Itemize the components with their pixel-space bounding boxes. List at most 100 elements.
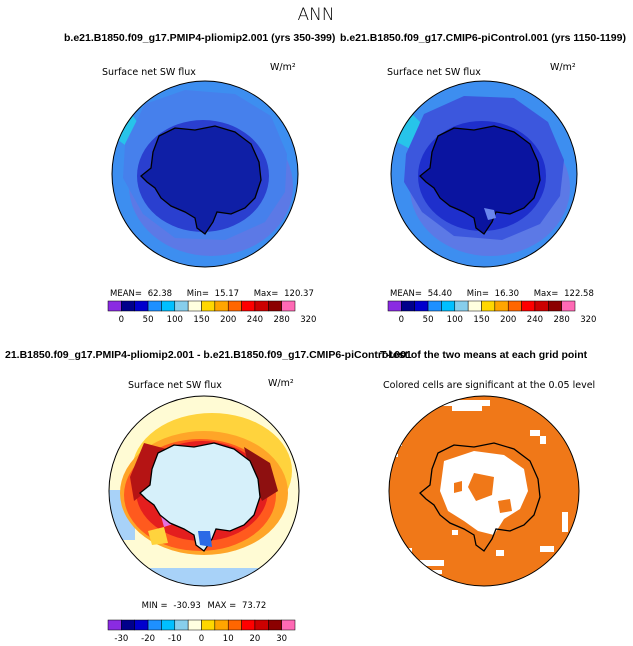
panel-4-map-border bbox=[388, 395, 580, 587]
colorbar-swatch bbox=[507, 300, 522, 312]
panel-2-max-value: 122.58 bbox=[564, 289, 594, 299]
panel-3-map bbox=[109, 396, 299, 586]
panel-1-stats: MEAN= 62.38 Min= 15.17 Max= 120.37 bbox=[110, 289, 314, 299]
colorbar-swatch bbox=[121, 300, 135, 312]
colorbar-swatch bbox=[201, 300, 216, 312]
panel-3-field-label: Surface net SW flux bbox=[128, 380, 222, 391]
colorbar-swatch bbox=[268, 300, 282, 312]
panel-2-case-title: b.e21.B1850.f09_g17.CMIP6-piControl.001 … bbox=[340, 32, 626, 44]
panel-4: T-test of the two means at each grid poi… bbox=[380, 349, 595, 587]
colorbar-swatch bbox=[147, 300, 162, 312]
panel-2-map bbox=[391, 81, 577, 267]
colorbar-swatch bbox=[241, 300, 256, 312]
panel-1-max-value: 120.37 bbox=[284, 289, 314, 299]
panel-4-case-title: T-test of the two means at each grid poi… bbox=[380, 349, 588, 361]
colorbar-swatch bbox=[401, 300, 415, 312]
colorbar-swatch bbox=[174, 300, 189, 312]
colorbar-swatch bbox=[107, 619, 122, 631]
colorbar-swatch bbox=[147, 619, 162, 631]
figure-title: ANN bbox=[297, 5, 334, 25]
panel-2-mean-value: 54.40 bbox=[428, 289, 452, 299]
colorbar-tick-label: 320 bbox=[580, 315, 596, 325]
colorbar-swatch bbox=[187, 300, 202, 312]
colorbar-swatch bbox=[494, 300, 509, 312]
colorbar-swatch bbox=[214, 300, 229, 312]
colorbar-swatch bbox=[201, 619, 216, 631]
colorbar-tick-label: 100 bbox=[167, 315, 183, 325]
colorbar-swatch bbox=[387, 300, 402, 312]
panel-1: b.e21.B1850.f09_g17.PMIP4-pliomip2.001 (… bbox=[64, 32, 335, 325]
colorbar-swatch bbox=[174, 619, 189, 631]
colorbar-tick-label: 0 bbox=[399, 315, 404, 325]
panel-3: 21.B1850.f09_g17.PMIP4-pliomip2.001 - b.… bbox=[5, 349, 412, 644]
colorbar-swatch bbox=[227, 300, 242, 312]
colorbar-swatch bbox=[134, 619, 149, 631]
colorbar-swatch bbox=[467, 300, 482, 312]
colorbar-tick-label: 280 bbox=[554, 315, 570, 325]
colorbar-swatch bbox=[254, 619, 269, 631]
panel-2: b.e21.B1850.f09_g17.CMIP6-piControl.001 … bbox=[340, 32, 626, 325]
colorbar-swatch bbox=[561, 300, 576, 312]
colorbar-swatch bbox=[441, 300, 456, 312]
colorbar-tick-label: 200 bbox=[220, 315, 236, 325]
colorbar-swatch bbox=[187, 619, 202, 631]
panel-1-min-value: 15.17 bbox=[215, 289, 239, 299]
colorbar-tick-label: 100 bbox=[447, 315, 463, 325]
panel-3-max-label: MAX = bbox=[208, 601, 237, 611]
colorbar-swatch bbox=[268, 619, 282, 631]
panel-2-map-border bbox=[390, 80, 578, 268]
colorbar-swatch bbox=[427, 300, 442, 312]
panel-1-colorbar: 0 50 100 150 200 240 280 320 bbox=[107, 300, 316, 325]
colorbar-swatch bbox=[161, 300, 176, 312]
panel-3-map-border bbox=[108, 395, 300, 587]
colorbar-tick-label: -30 bbox=[114, 634, 128, 644]
colorbar-tick-label: -20 bbox=[141, 634, 155, 644]
panel-1-map-border bbox=[111, 80, 299, 268]
colorbar-tick-label: 0 bbox=[199, 634, 204, 644]
panel-1-max-label: Max= bbox=[254, 289, 279, 299]
colorbar-tick-label: 240 bbox=[247, 315, 263, 325]
panel-1-map bbox=[112, 81, 298, 267]
panel-1-case-title: b.e21.B1850.f09_g17.PMIP4-pliomip2.001 (… bbox=[64, 32, 335, 44]
colorbar-swatch bbox=[281, 300, 296, 312]
colorbar-swatch bbox=[227, 619, 242, 631]
colorbar-swatch bbox=[414, 300, 429, 312]
colorbar-swatch bbox=[454, 300, 469, 312]
panel-3-max-value: 73.72 bbox=[242, 601, 266, 611]
colorbar-tick-label: 0 bbox=[119, 315, 124, 325]
panel-2-stats: MEAN= 54.40 Min= 16.30 Max= 122.58 bbox=[390, 289, 594, 299]
panel-1-units-label: W/m² bbox=[270, 62, 296, 73]
colorbar-swatch bbox=[534, 300, 549, 312]
panel-3-units-label: W/m² bbox=[268, 378, 294, 389]
panel-4-subtitle: Colored cells are significant at the 0.0… bbox=[383, 380, 595, 391]
colorbar-tick-label: 50 bbox=[423, 315, 434, 325]
colorbar-tick-label: 280 bbox=[274, 315, 290, 325]
panel-2-max-label: Max= bbox=[534, 289, 559, 299]
panel-2-field-label: Surface net SW flux bbox=[387, 67, 481, 78]
colorbar-swatch bbox=[548, 300, 562, 312]
colorbar-tick-label: 240 bbox=[527, 315, 543, 325]
panel-3-min-label: MIN = bbox=[142, 601, 168, 611]
panel-2-min-value: 16.30 bbox=[495, 289, 519, 299]
colorbar-tick-label: 20 bbox=[250, 634, 261, 644]
panel-1-mean-label: MEAN= bbox=[110, 289, 142, 299]
colorbar-tick-label: 30 bbox=[276, 634, 287, 644]
panel-1-mean-value: 62.38 bbox=[148, 289, 172, 299]
colorbar-swatch bbox=[481, 300, 496, 312]
colorbar-swatch bbox=[254, 300, 269, 312]
panel-3-case-title: 21.B1850.f09_g17.PMIP4-pliomip2.001 - b.… bbox=[5, 349, 412, 361]
colorbar-swatch bbox=[214, 619, 229, 631]
colorbar-swatch bbox=[241, 619, 256, 631]
panel-3-min-value: -30.93 bbox=[173, 601, 200, 611]
colorbar-swatch bbox=[107, 300, 122, 312]
colorbar-tick-label: 50 bbox=[143, 315, 154, 325]
colorbar-tick-label: 200 bbox=[500, 315, 516, 325]
colorbar-tick-label: -10 bbox=[168, 634, 182, 644]
panel-1-min-label: Min= bbox=[187, 289, 209, 299]
panel-2-mean-label: MEAN= bbox=[390, 289, 422, 299]
colorbar-tick-label: 320 bbox=[300, 315, 316, 325]
panel-2-units-label: W/m² bbox=[550, 62, 576, 73]
colorbar-tick-label: 150 bbox=[473, 315, 489, 325]
panel-2-min-label: Min= bbox=[467, 289, 489, 299]
